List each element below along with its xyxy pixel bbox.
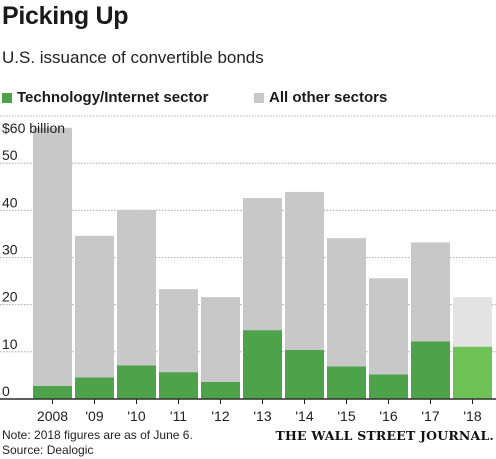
chart-note: Note: 2018 figures are as of June 6. (2, 428, 193, 442)
y-tick-label: 30 (2, 242, 18, 258)
legend: Technology/Internet sector All other sec… (0, 89, 496, 109)
x-tick-label: '15 (337, 408, 355, 422)
x-tick-label: '14 (295, 408, 313, 422)
chart-subtitle: U.S. issuance of convertible bonds (2, 48, 264, 67)
y-top-tick-label: $60 billion (2, 120, 65, 136)
y-tick-label: 20 (2, 289, 18, 305)
bar-other-6 (285, 191, 324, 350)
bar-other-7 (327, 238, 366, 367)
y-tick-label: 10 (2, 336, 18, 352)
x-tick-label: '13 (253, 408, 271, 422)
legend-swatch-tech (2, 92, 12, 103)
y-tick-labels: 0 10 20 30 40 50 $60 billion (2, 120, 65, 399)
x-tick-label: '09 (85, 408, 103, 422)
bar-other-8 (369, 278, 408, 375)
y-tick-label: 0 (2, 383, 10, 399)
bar-other-4 (201, 297, 240, 383)
legend-swatch-other (254, 92, 264, 103)
bar-tech-6 (285, 349, 324, 399)
bar-tech-3 (159, 372, 198, 399)
legend-label-tech: Technology/Internet sector (17, 89, 209, 106)
bar-tech-10 (453, 346, 492, 399)
legend-item-tech: Technology/Internet sector (2, 89, 208, 106)
publisher-logo: THE WALL STREET JOURNAL. (275, 428, 494, 443)
stacked-bar-chart: 0 10 20 30 40 50 $60 billion 2008 '09 '10 '11 '12 '… (0, 115, 496, 422)
bar-tech-2 (117, 365, 156, 399)
x-tick-label: 2008 (37, 408, 68, 422)
legend-label-other: All other sectors (269, 89, 388, 106)
bar-tech-8 (369, 374, 408, 399)
y-tick-label: 40 (2, 194, 18, 210)
bars (33, 127, 492, 399)
legend-item-other: All other sectors (254, 89, 387, 106)
bar-other-0 (33, 127, 72, 386)
x-tick-label: '12 (211, 408, 229, 422)
x-tick-label: '18 (463, 408, 481, 422)
y-tick-label: 50 (2, 147, 18, 163)
x-tick-label: '11 (170, 408, 187, 422)
x-tick-label: '16 (379, 408, 397, 422)
bar-tech-9 (411, 341, 450, 399)
x-tick-label: '17 (421, 408, 439, 422)
chart-source: Source: Dealogic (2, 443, 94, 457)
bar-other-3 (159, 289, 198, 373)
bar-other-2 (117, 209, 156, 366)
x-tick-label: '10 (127, 408, 145, 422)
bar-other-5 (243, 198, 282, 331)
bar-tech-0 (33, 385, 72, 399)
bar-tech-5 (243, 330, 282, 399)
bar-tech-7 (327, 366, 366, 399)
bar-tech-1 (75, 377, 114, 399)
bar-other-10 (453, 297, 492, 347)
chart-title: Picking Up (2, 2, 129, 30)
bar-other-1 (75, 235, 114, 378)
bar-other-9 (411, 242, 450, 342)
x-tick-labels: 2008 '09 '10 '11 '12 '13 '14 '15 '16 '17 '18 (0, 398, 496, 422)
bar-tech-4 (201, 382, 240, 399)
